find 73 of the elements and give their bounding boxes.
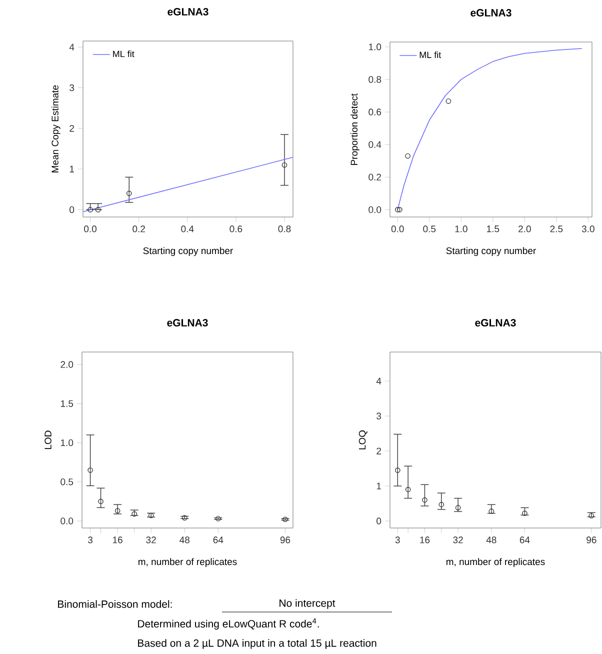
- x-tick-label: 0.2: [132, 226, 145, 232]
- y-tick-label: 3: [70, 84, 74, 92]
- y-tick-label: 2.0: [60, 361, 74, 368]
- point: [282, 516, 288, 522]
- x-tick-label: 3: [88, 536, 93, 544]
- x-tick-label: 0.4: [181, 226, 194, 232]
- x-tick-label: 2.5: [550, 226, 563, 232]
- x-tick-label: 48: [486, 536, 496, 544]
- point: [405, 153, 410, 159]
- y-tick-label: 1: [70, 166, 74, 172]
- x-tick-label: 64: [520, 536, 530, 544]
- x-tick-label: 3.0: [582, 226, 594, 232]
- x-tick-label: 32: [146, 536, 156, 544]
- text: No intercept: [280, 599, 336, 609]
- point: [182, 515, 188, 520]
- chart-title: eGLNA3: [167, 319, 208, 326]
- y-axis-title: Mean Copy Estimate: [51, 85, 60, 172]
- chart-title: eGLNA3: [168, 8, 208, 16]
- x-tick-label: 0.5: [423, 226, 436, 232]
- y-tick-label: 4: [376, 378, 382, 384]
- y-tick-label: 0.0: [60, 518, 74, 524]
- x-tick-label: 64: [213, 536, 224, 544]
- y-tick-label: 0.4: [368, 141, 382, 148]
- point: [216, 516, 221, 522]
- y-tick-label: 1.0: [368, 44, 382, 50]
- x-axis-title: m, number of replicates: [446, 558, 545, 567]
- x-tick-label: 96: [280, 536, 290, 544]
- y-tick-label: 0.0: [368, 206, 382, 214]
- y-tick-label: 0.2: [368, 174, 381, 180]
- x-tick-label: 1.0: [455, 226, 468, 232]
- line-series: [397, 48, 582, 210]
- point: [394, 207, 400, 212]
- x-tick-label: 3: [395, 536, 400, 544]
- y-tick-label: 3: [376, 412, 382, 420]
- y-tick-label: 1.5: [60, 400, 74, 407]
- x-tick-label: 32: [453, 536, 463, 544]
- y-axis-title: Proportion detect: [350, 93, 360, 165]
- chart-title: eGLNA3: [475, 319, 516, 326]
- point: [397, 207, 402, 212]
- y-tick-label: 0.6: [368, 108, 382, 116]
- y-tick-label: 0: [70, 206, 74, 214]
- y-tick-label: 0.8: [368, 76, 382, 83]
- x-tick-label: 1.5: [487, 226, 500, 232]
- x-axis-title: m, number of replicates: [138, 558, 237, 567]
- point: [446, 98, 452, 104]
- text: Binomial-Poisson model:: [58, 600, 172, 608]
- y-tick-label: 1: [376, 482, 381, 490]
- x-tick-label: 0.8: [278, 226, 291, 232]
- point: [114, 508, 120, 514]
- y-axis-title: LOD: [44, 430, 52, 449]
- x-tick-label: 0.6: [230, 226, 242, 232]
- x-axis-title: Starting copy number: [446, 247, 536, 256]
- point: [132, 511, 137, 517]
- text: Determined using eLowQuant R code$^{4}$.: [138, 618, 319, 630]
- x-tick-label: 48: [180, 536, 190, 544]
- x-tick-label: 0.0: [84, 226, 97, 232]
- y-tick-label: 2: [70, 125, 74, 132]
- y-tick-label: 0: [376, 518, 382, 524]
- y-tick-label: 0.5: [60, 478, 74, 486]
- y-tick-label: 2: [376, 448, 381, 454]
- text: Based on a 2 µL DNA input in a total 15 µL reaction: [138, 639, 376, 649]
- y-tick-label: 4: [69, 44, 74, 50]
- x-axis-title: Starting copy number: [143, 247, 233, 256]
- y-axis-title: LOQ: [358, 430, 368, 450]
- y-tick-label: 1.0: [60, 439, 74, 446]
- x-tick-label: 16: [112, 536, 122, 544]
- legend-label: ML fit: [420, 51, 442, 58]
- x-tick-label: 2.0: [518, 226, 531, 232]
- x-tick-label: 16: [420, 536, 430, 544]
- x-tick-label: 96: [586, 536, 596, 544]
- chart-title: eGLNA3: [470, 9, 512, 16]
- legend-label: ML fit: [113, 50, 134, 58]
- x-tick-label: 0.0: [391, 226, 404, 232]
